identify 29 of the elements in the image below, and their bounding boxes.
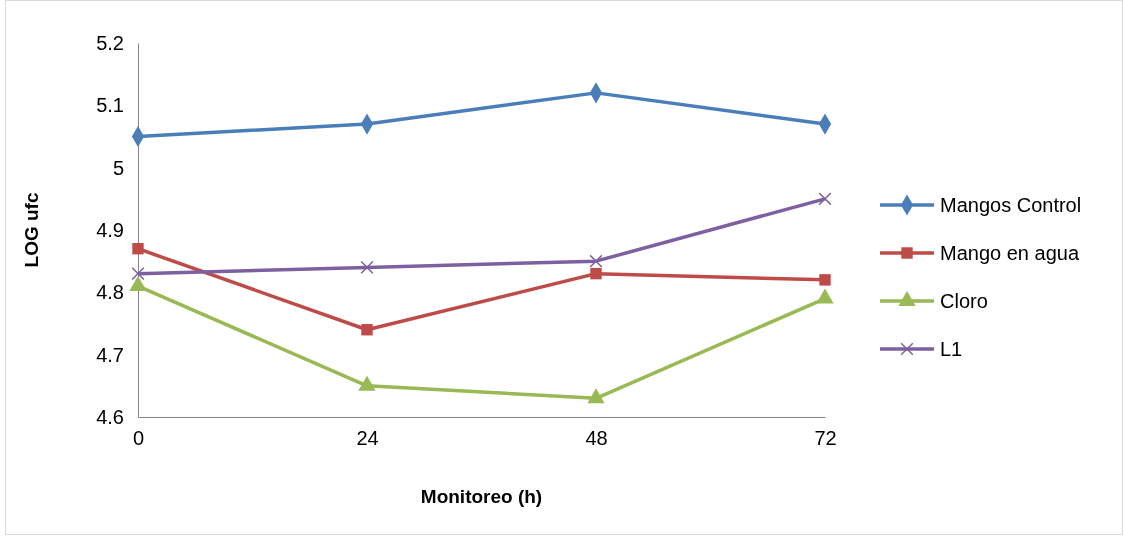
point [589,254,603,268]
x-axis-title: Monitoreo (h) [420,486,543,507]
x-tick-label: 48 [585,427,608,450]
point [131,267,145,281]
point [361,324,373,336]
y-tick-label: 4.6 [96,405,124,428]
point [590,267,602,280]
y-tick-label: 5 [112,156,124,179]
y-tick-label: 4.8 [96,281,124,304]
point [587,388,605,404]
y-tick-label: 5.2 [96,31,124,54]
y-tick-label: 4.9 [96,218,124,241]
point [358,375,376,391]
y-tick-label: 4.7 [96,343,124,366]
point [818,192,832,206]
y-tick-label: 5.1 [96,94,124,117]
point [360,260,374,274]
x-tick-label: 72 [814,427,837,450]
point [819,274,831,286]
legend-label: Mangos Control [940,194,1082,216]
point [132,243,144,255]
point [129,276,147,292]
x-tick-label: 0 [132,427,145,450]
legend-label: Mango en agua [940,242,1080,264]
y-axis-title: LOG ufc [21,192,42,268]
legend-label: L1 [940,338,963,360]
legend-label: Cloro [940,290,988,312]
x-tick-label: 24 [356,427,379,450]
point [816,288,834,304]
